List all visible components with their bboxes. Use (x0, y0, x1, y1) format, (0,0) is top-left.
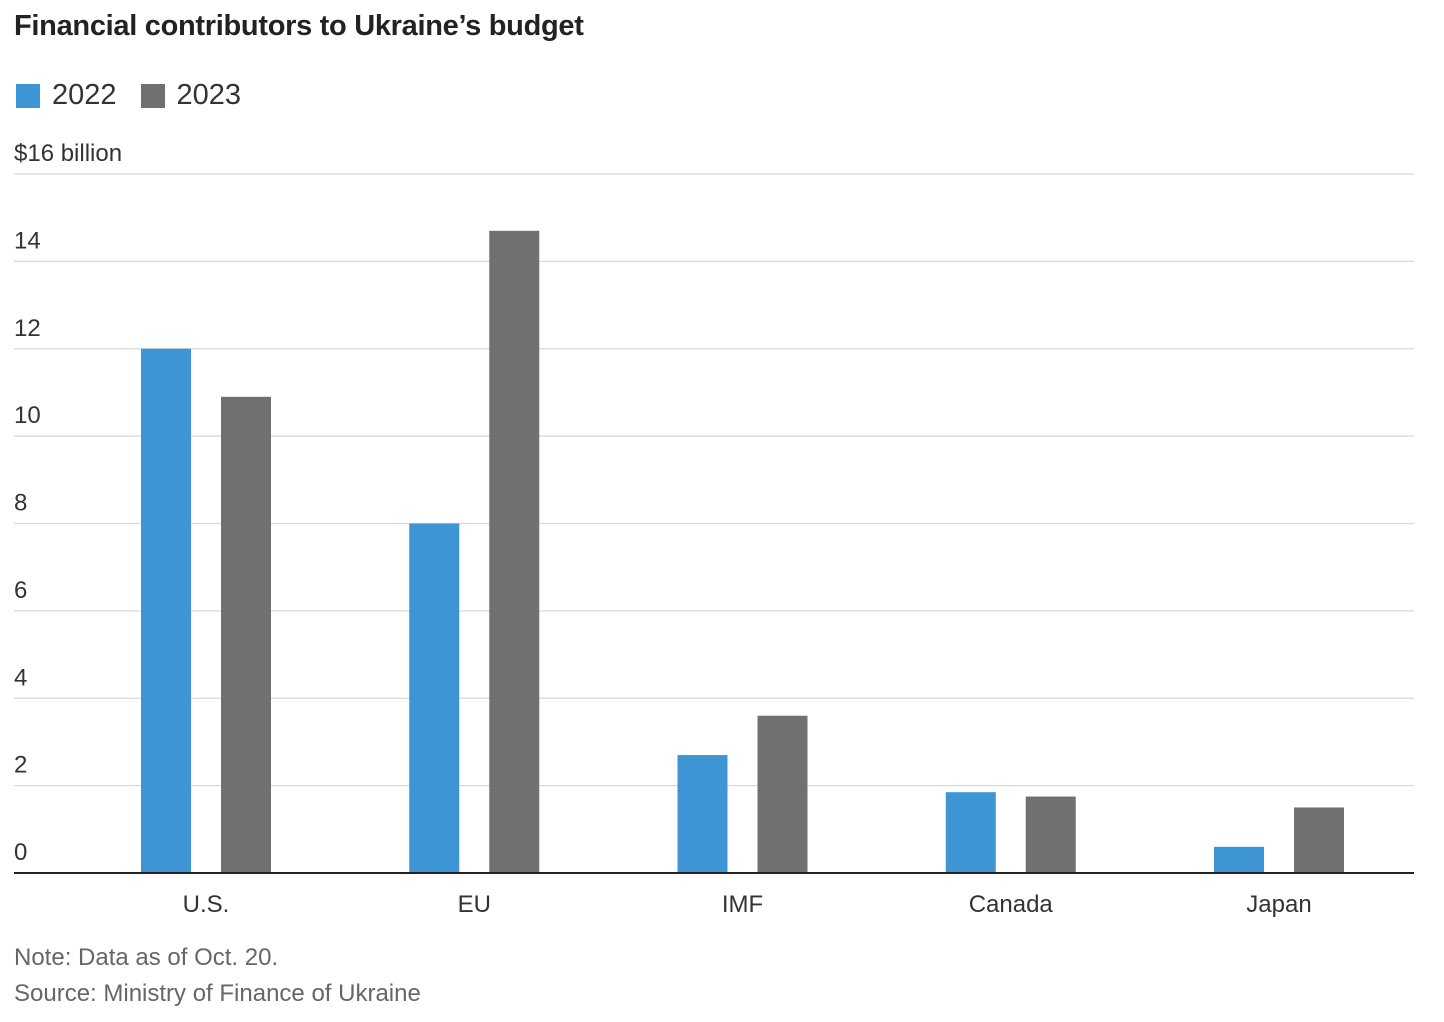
x-tick-label-japan: Japan (1246, 891, 1311, 918)
legend-label-2023: 2023 (176, 79, 242, 111)
chart-source: Source: Ministry of Finance of Ukraine (14, 980, 421, 1007)
bar-canada-2022 (945, 792, 996, 873)
bar-eu-2023 (489, 230, 540, 873)
bar-japan-2023 (1294, 807, 1344, 873)
bar-us-2022 (141, 348, 191, 873)
y-tick-label-8: 8 (14, 490, 27, 517)
legend: 2022 2023 (16, 79, 265, 112)
legend-item-2023: 2023 (140, 79, 242, 112)
chart-note: Note: Data as of Oct. 20. (14, 944, 279, 971)
y-tick-label-16: $16 billion (14, 140, 122, 167)
legend-swatch-2022 (16, 83, 40, 108)
y-tick-label-12: 12 (14, 315, 41, 342)
chart-title: Financial contributors to Ukraine’s budg… (14, 10, 584, 42)
legend-label-2022: 2022 (52, 79, 117, 111)
legend-item-2022: 2022 (16, 79, 117, 112)
y-tick-label-10: 10 (14, 402, 41, 429)
y-tick-label-2: 2 (14, 752, 27, 779)
y-tick-label-0: 0 (14, 839, 27, 866)
bar-imf-2023 (757, 715, 808, 873)
y-tick-label-14: 14 (14, 227, 41, 254)
bar-eu-2022 (409, 523, 460, 873)
legend-swatch-2023 (140, 83, 165, 108)
bar-japan-2022 (1214, 846, 1264, 873)
y-tick-label-4: 4 (14, 664, 27, 691)
y-tick-label-6: 6 (14, 577, 27, 604)
bar-canada-2023 (1025, 796, 1076, 873)
bar-imf-2022 (677, 755, 728, 873)
x-tick-label-eu: EU (458, 891, 491, 918)
x-tick-label-us: U.S. (183, 891, 230, 918)
x-tick-label-canada: Canada (969, 891, 1054, 918)
bar-us-2023 (221, 396, 271, 873)
bar-chart: 0 2 4 6 8 10 12 14 $16 billion U.S. EU IMF Canada Jap… (14, 140, 1414, 918)
x-tick-label-imf: IMF (722, 891, 763, 918)
